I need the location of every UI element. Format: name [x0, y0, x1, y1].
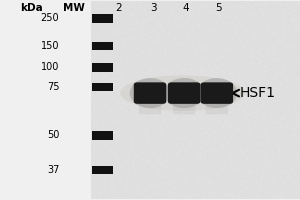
Bar — [92, 131, 113, 140]
FancyBboxPatch shape — [206, 102, 228, 114]
Text: 37: 37 — [47, 165, 59, 175]
Text: 100: 100 — [41, 62, 59, 72]
FancyBboxPatch shape — [201, 82, 233, 104]
Text: 50: 50 — [47, 130, 59, 140]
Ellipse shape — [197, 78, 237, 108]
Text: 250: 250 — [41, 13, 59, 23]
Bar — [92, 42, 113, 50]
Ellipse shape — [164, 78, 204, 108]
Bar — [92, 63, 113, 72]
Bar — [92, 166, 113, 174]
Text: 75: 75 — [47, 82, 59, 92]
Bar — [92, 83, 113, 91]
Text: 5: 5 — [215, 3, 222, 13]
Ellipse shape — [130, 78, 170, 108]
Ellipse shape — [120, 75, 245, 111]
Bar — [91, 1, 298, 199]
Text: 2: 2 — [116, 3, 122, 13]
Text: MW: MW — [63, 3, 85, 13]
Text: 3: 3 — [150, 3, 156, 13]
Text: HSF1: HSF1 — [239, 86, 275, 100]
FancyBboxPatch shape — [173, 102, 195, 114]
FancyBboxPatch shape — [139, 102, 161, 114]
Text: 4: 4 — [182, 3, 189, 13]
FancyBboxPatch shape — [134, 82, 166, 104]
Text: 150: 150 — [41, 41, 59, 51]
Bar — [92, 14, 113, 23]
FancyBboxPatch shape — [168, 82, 200, 104]
Text: kDa: kDa — [20, 3, 43, 13]
